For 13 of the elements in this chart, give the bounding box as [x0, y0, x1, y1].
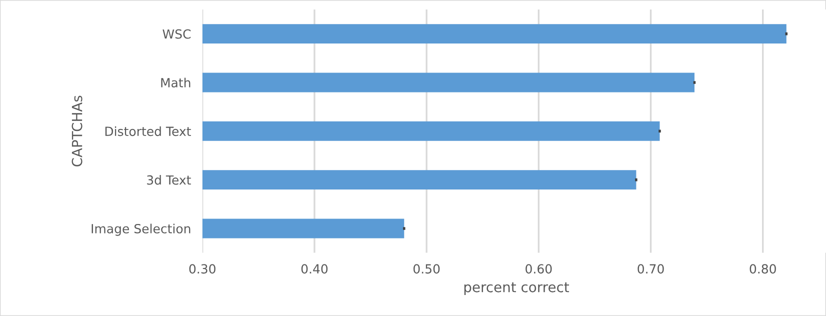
- x-tick-label: 0.60: [526, 264, 552, 274]
- x-axis-title: percent correct: [464, 282, 570, 296]
- y-axis-title: CAPTCHAs: [72, 96, 82, 166]
- y-tick-label: 3d Text: [147, 175, 191, 185]
- x-tick-label: 0.50: [413, 264, 440, 274]
- x-tick-label: 0.40: [301, 264, 328, 274]
- y-tick-label: Image Selection: [92, 224, 190, 236]
- y-tick-label: Math: [161, 78, 190, 88]
- x-tick-label: 0.70: [638, 264, 664, 274]
- x-tick-label: 0.30: [189, 264, 216, 274]
- y-tick-label: Distorted Text: [105, 126, 191, 136]
- x-tick-label: 0.80: [750, 264, 776, 274]
- y-tick-label: WSC: [162, 29, 191, 39]
